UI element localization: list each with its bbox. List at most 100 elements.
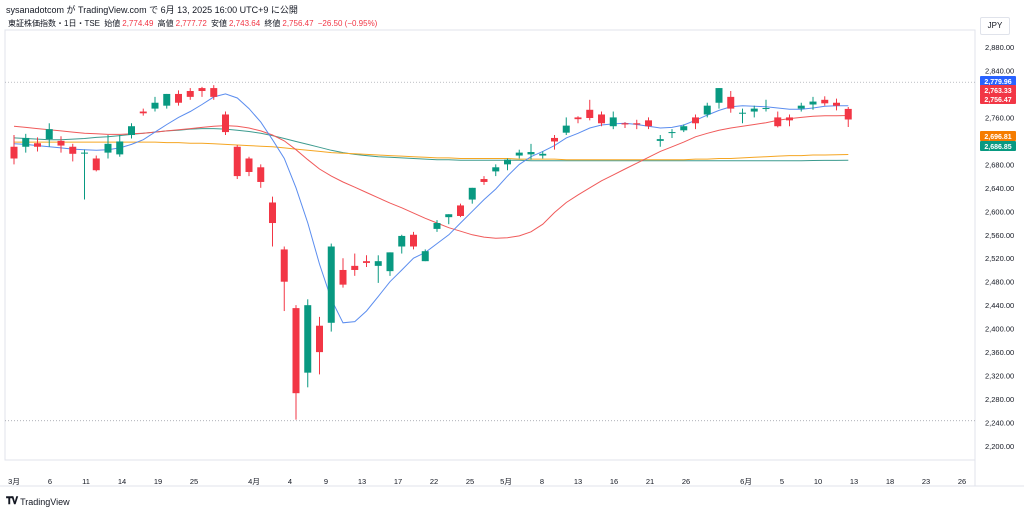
x-tick-label: 25 xyxy=(190,477,198,486)
price-label-text: 2,763.33 xyxy=(984,88,1011,95)
candle-body xyxy=(833,102,840,106)
price-label-tag xyxy=(980,76,1016,86)
candle-body xyxy=(668,132,676,134)
y-tick-label: 2,400.00 xyxy=(985,325,1014,334)
x-tick-label: 3月 xyxy=(8,477,20,486)
low-label: 安値 xyxy=(211,19,227,28)
currency-unit-button[interactable]: JPY xyxy=(980,17,1010,35)
candle-body xyxy=(586,109,594,118)
candle-body xyxy=(81,152,88,154)
candle-body xyxy=(327,246,335,323)
y-tick-label: 2,440.00 xyxy=(985,301,1014,310)
x-tick-label: 18 xyxy=(886,477,894,486)
candle-body xyxy=(45,129,53,140)
open-label: 始値 xyxy=(104,19,121,28)
candle-body xyxy=(645,120,652,127)
y-tick-label: 2,200.00 xyxy=(985,442,1014,451)
candle-body xyxy=(198,88,206,92)
candle-body xyxy=(151,102,159,109)
candle-body xyxy=(222,114,229,133)
x-tick-label: 14 xyxy=(118,477,126,486)
y-tick-label: 2,560.00 xyxy=(985,231,1014,240)
candle-body xyxy=(762,108,770,110)
x-tick-label: 10 xyxy=(814,477,822,486)
x-tick-label: 19 xyxy=(154,477,162,486)
candle-body xyxy=(539,153,547,156)
candle-body xyxy=(163,93,171,106)
price-label-text: 2,779.96 xyxy=(984,79,1011,86)
candle-body xyxy=(574,117,582,120)
x-tick-label: 5 xyxy=(780,477,784,486)
ma-mid-line xyxy=(13,115,849,239)
candle-body xyxy=(351,265,359,270)
y-tick-label: 2,520.00 xyxy=(985,254,1014,263)
candle-body xyxy=(621,123,629,125)
symbol-label: 東証株価指数・1日・TSE xyxy=(8,19,101,28)
close-label: 終値 xyxy=(264,19,281,28)
candle-body xyxy=(186,91,194,97)
candle-body xyxy=(480,179,488,182)
candle-body xyxy=(128,126,135,136)
candle-body xyxy=(598,114,605,124)
candle-body xyxy=(22,137,30,147)
y-tick-label: 2,320.00 xyxy=(985,372,1014,381)
x-tick-label: 13 xyxy=(574,477,582,486)
candle-body xyxy=(269,202,276,224)
x-tick-label: 6月 xyxy=(740,477,752,486)
candle-body xyxy=(374,261,382,266)
y-tick-label: 2,640.00 xyxy=(985,184,1014,193)
candle-body xyxy=(57,140,65,146)
candle-body xyxy=(515,152,523,156)
candle-body xyxy=(116,141,124,155)
candle-body xyxy=(210,88,218,97)
candle-body xyxy=(245,158,253,172)
candle-body xyxy=(562,125,570,133)
y-tick-label: 2,360.00 xyxy=(985,348,1014,357)
x-tick-label: 17 xyxy=(394,477,402,486)
candle-body xyxy=(692,117,699,124)
x-tick-label: 6 xyxy=(48,477,52,486)
x-tick-label: 23 xyxy=(922,477,930,486)
candle-body xyxy=(257,167,265,182)
candle-body xyxy=(609,117,617,127)
candle-body xyxy=(457,205,464,216)
candle-body xyxy=(797,105,805,109)
x-tick-label: 13 xyxy=(850,477,858,486)
candle-body xyxy=(844,108,852,120)
x-tick-label: 26 xyxy=(958,477,966,486)
x-tick-label: 5月 xyxy=(500,477,512,486)
candle-body xyxy=(398,235,406,247)
close-value: 2,756.47 xyxy=(282,19,314,28)
candle-body xyxy=(316,325,323,353)
y-tick-label: 2,600.00 xyxy=(985,207,1014,216)
x-tick-label: 21 xyxy=(646,477,654,486)
x-tick-label: 22 xyxy=(430,477,438,486)
y-tick-label: 2,760.00 xyxy=(985,113,1014,122)
x-tick-label: 4月 xyxy=(248,477,260,486)
candle-body xyxy=(821,99,829,104)
candle-body xyxy=(304,305,312,373)
y-tick-label: 2,280.00 xyxy=(985,395,1014,404)
x-tick-label: 4 xyxy=(288,477,292,486)
candle-body xyxy=(34,143,41,147)
candle-body xyxy=(703,105,711,115)
candle-body xyxy=(468,187,476,200)
candle-body xyxy=(680,126,688,131)
change-value: −26.50 (−0.95%) xyxy=(317,19,378,28)
open-value: 2,774.49 xyxy=(122,19,154,28)
x-tick-label: 25 xyxy=(466,477,474,486)
price-label-tag xyxy=(980,94,1016,104)
candle-body xyxy=(492,167,500,172)
candle-body xyxy=(656,139,664,141)
price-label-text: 2,686.85 xyxy=(984,144,1011,151)
price-label-tag xyxy=(980,85,1016,95)
candle-body xyxy=(292,308,300,394)
candle-body xyxy=(410,234,417,247)
price-label-text: 2,756.47 xyxy=(984,97,1011,104)
plot-frame xyxy=(4,29,976,461)
candle-body xyxy=(386,252,394,272)
candle-body xyxy=(727,96,735,109)
x-tick-label: 8 xyxy=(540,477,544,486)
x-tick-label: 11 xyxy=(82,477,90,486)
